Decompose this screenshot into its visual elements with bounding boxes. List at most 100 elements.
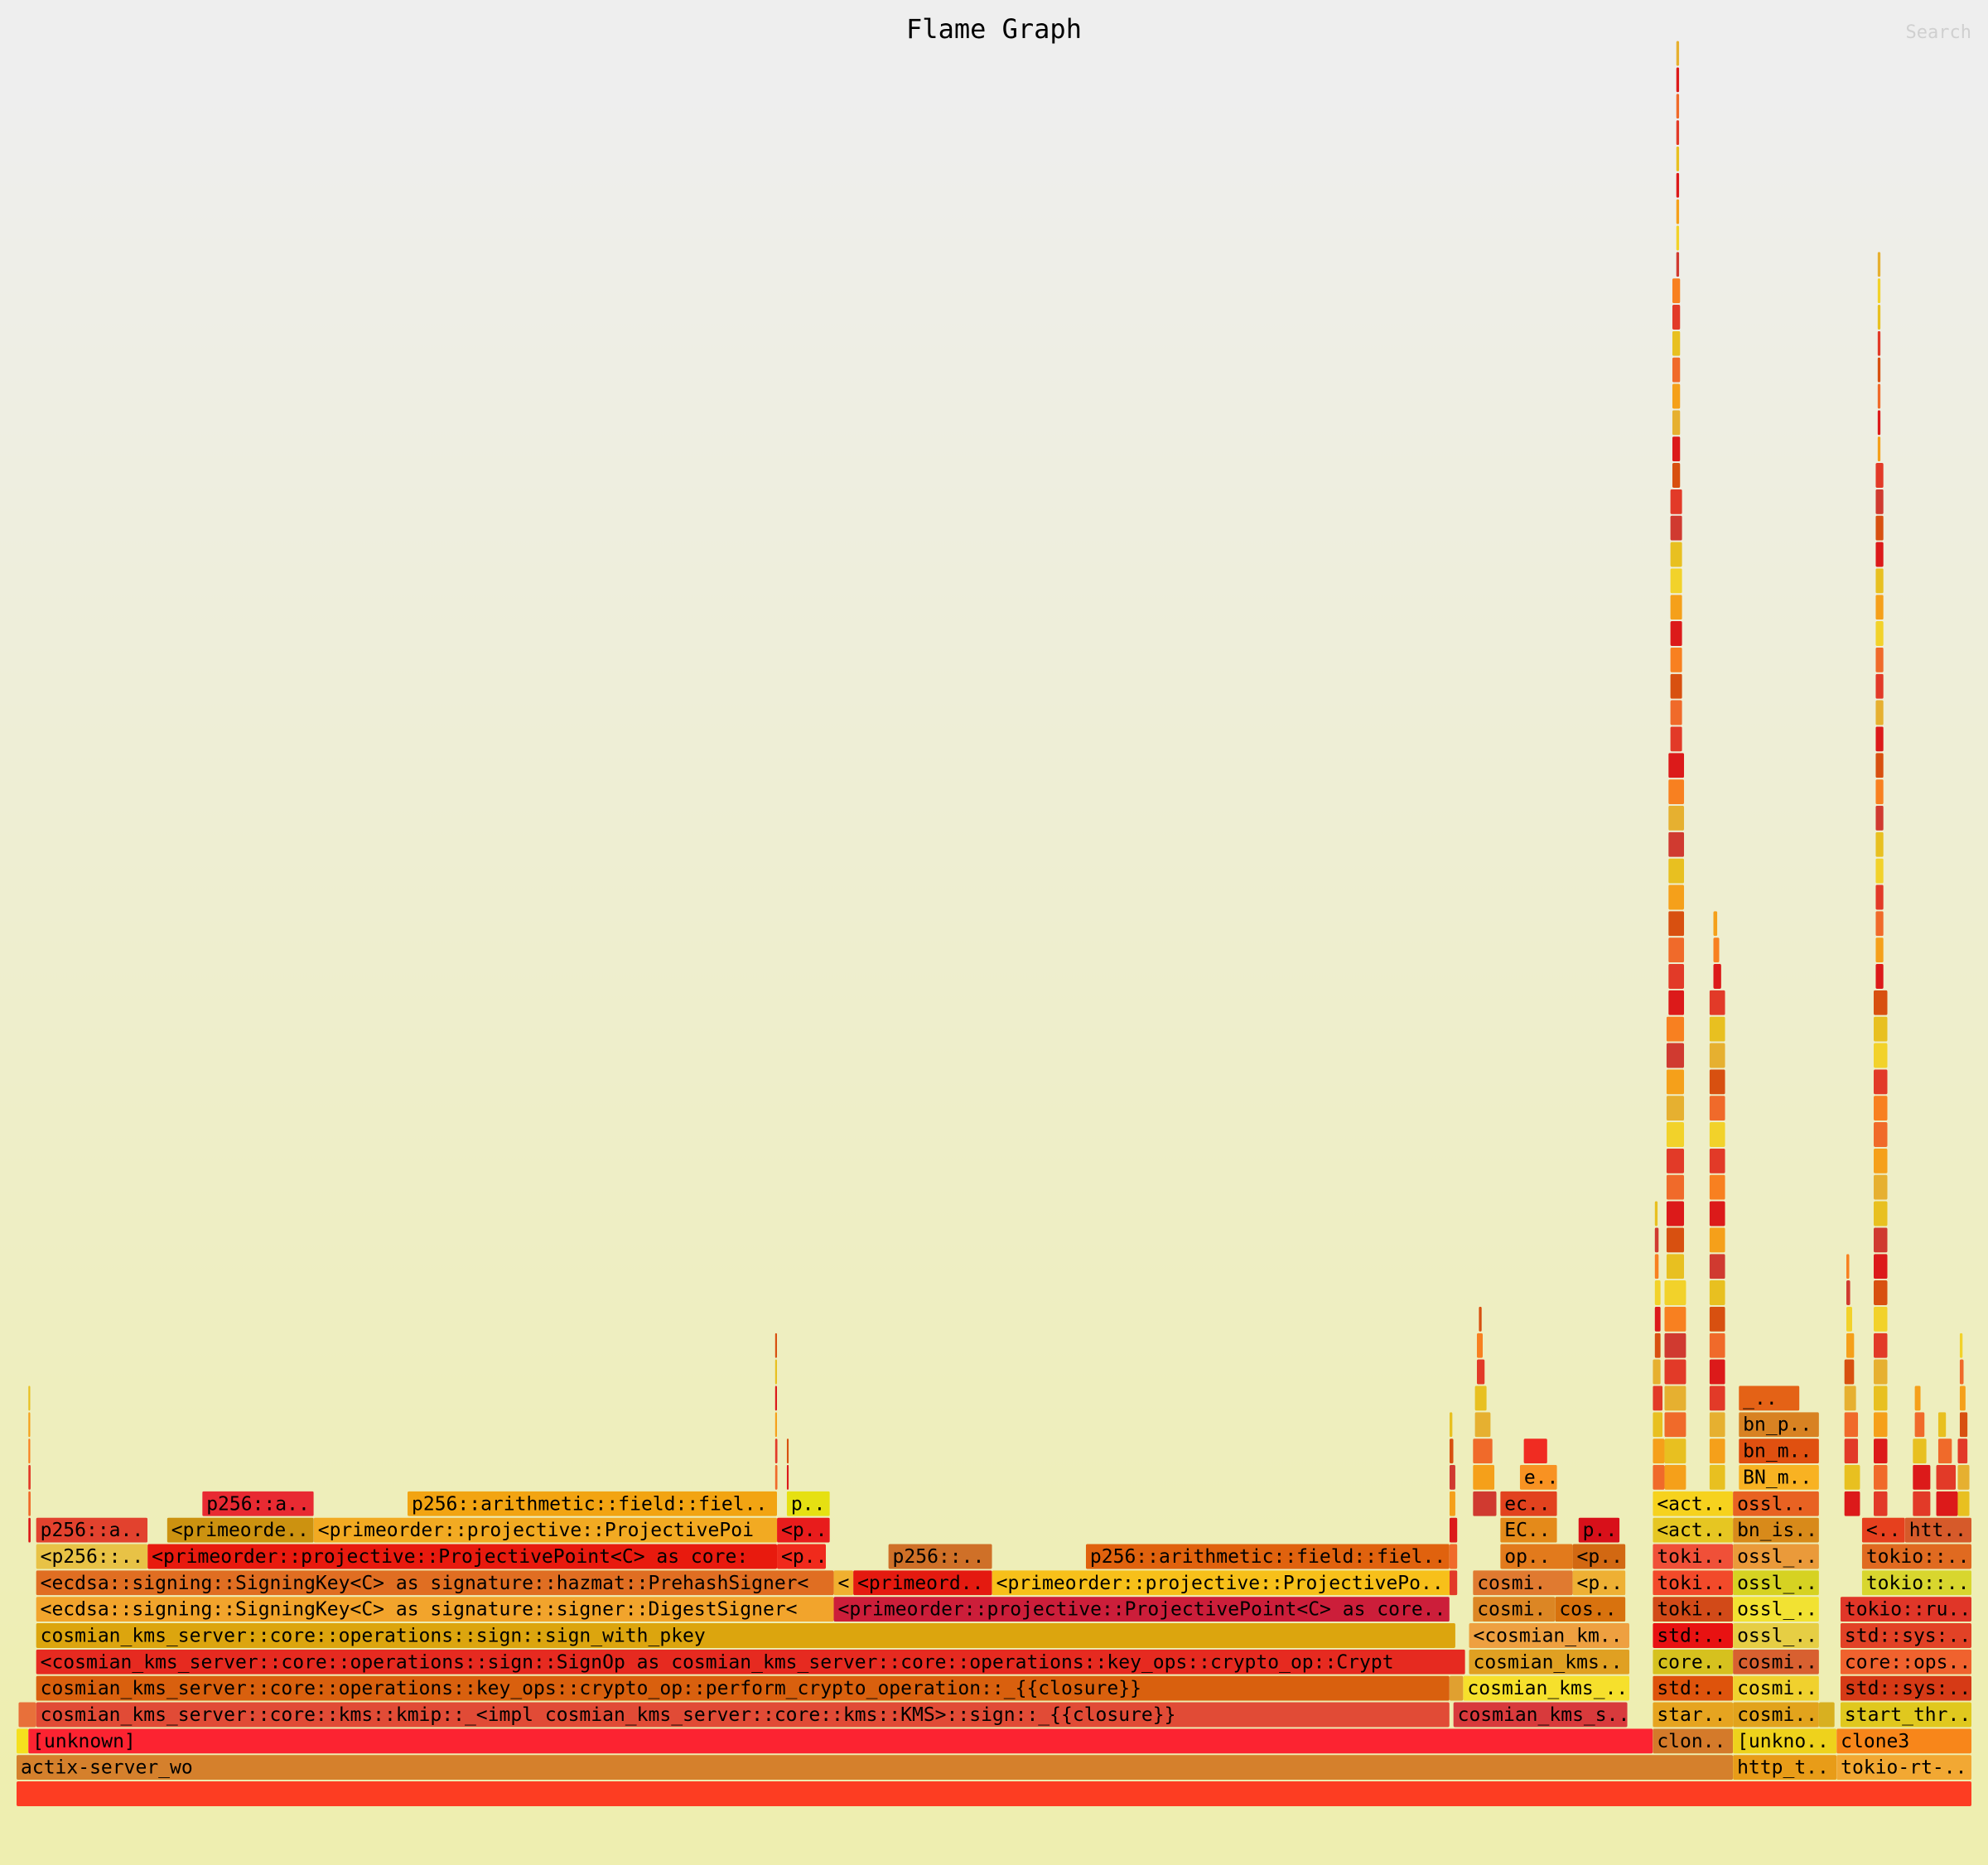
frame-label: p256::arithmetic::field::fiel..: [412, 1493, 767, 1515]
frame-label: op..: [1504, 1546, 1550, 1568]
frame-bar: [1672, 330, 1681, 356]
frame-bar: [28, 1491, 31, 1516]
frame-bar: [1654, 1332, 1661, 1358]
frame-label: tokio::..: [1866, 1573, 1970, 1594]
frame: [1666, 1016, 1685, 1042]
frame-bar: [1664, 1464, 1686, 1490]
frame: EC..: [1500, 1517, 1557, 1543]
frame-bar: [1676, 252, 1680, 277]
frame-label: p256::arithmetic::field::fiel..: [1090, 1546, 1445, 1568]
frame-bar: [1844, 1359, 1855, 1385]
frame-label: cosmi.: [1477, 1573, 1546, 1594]
frame-bar: [1733, 1491, 1819, 1516]
frame: [1709, 1122, 1725, 1147]
frame-bar: [774, 1439, 778, 1464]
frame: [1875, 937, 1884, 963]
frame: [1844, 1412, 1859, 1438]
frame-bar: [1670, 726, 1682, 752]
frame: [1874, 1148, 1888, 1173]
frame: [1709, 990, 1725, 1015]
frame: [1668, 779, 1685, 805]
frame-bar: [28, 1412, 31, 1438]
frame-bar: [1672, 436, 1681, 462]
frame-bar: [1937, 1439, 1952, 1464]
frame: [1666, 1254, 1685, 1279]
frame-bar: [28, 1464, 31, 1490]
frame: cosmian_kms_..: [1463, 1675, 1630, 1701]
frame: [774, 1359, 778, 1385]
frame-bar: [1844, 1385, 1856, 1411]
frame-bar: [1875, 542, 1884, 567]
frame-bar: [853, 1570, 992, 1596]
frame: ossl_..: [1733, 1570, 1819, 1596]
frame-bar: [1914, 1412, 1925, 1438]
frame-bar: [1875, 937, 1884, 963]
frame-label: std:..: [1657, 1678, 1725, 1699]
frame: [1877, 278, 1881, 304]
frame-bar: [1668, 884, 1685, 910]
frame-bar: [833, 1570, 854, 1596]
frame-bar: [1670, 673, 1682, 699]
frame-label: cosmian_kms_s..: [1458, 1704, 1630, 1726]
frame-label: <cosmian_kms_server::core::operations::s…: [41, 1651, 1394, 1673]
frame-bar: [1449, 1544, 1458, 1569]
frame-label: p..: [1583, 1520, 1618, 1541]
frame-label: <cosmian_km..: [1473, 1625, 1622, 1646]
frame-bar: [1668, 753, 1685, 778]
frame: [1709, 1016, 1725, 1042]
frame-label: clone3: [1841, 1731, 1909, 1752]
frame-bar: [1668, 779, 1685, 805]
frame-bar: [1572, 1570, 1626, 1596]
frame: [1449, 1570, 1458, 1596]
frame-bar: [1713, 963, 1721, 989]
frame-bar: [1709, 1122, 1725, 1147]
frame: [1666, 1201, 1685, 1226]
frame: [786, 1464, 789, 1490]
frame-label: <primeorder::projective::ProjectivePoi: [318, 1520, 754, 1541]
frame: ossl_..: [1733, 1622, 1819, 1648]
frame-label: <.: [837, 1573, 861, 1594]
frame: cosmi..: [1733, 1649, 1819, 1675]
frame-bar: [1672, 278, 1681, 304]
search-button[interactable]: Search: [1906, 22, 1971, 43]
frame: [1676, 252, 1680, 277]
frame-bar: [1875, 595, 1884, 620]
frame-label: ossl_..: [1737, 1599, 1817, 1621]
frame-bar: [1874, 1464, 1888, 1490]
frame: [1959, 1332, 1963, 1358]
frame-label: tokio::ru..: [1845, 1599, 1971, 1621]
frame-bar: [1664, 1439, 1686, 1464]
frame-bar: [1713, 937, 1720, 963]
frame: p..: [1578, 1517, 1620, 1543]
frame-label: tokio-rt-..: [1841, 1757, 1966, 1779]
frame: cosmian_kms..: [1469, 1649, 1629, 1675]
frame-bar: [1666, 1227, 1685, 1253]
frame: e..: [1519, 1464, 1557, 1490]
frame: [1709, 1043, 1725, 1068]
frame: [1449, 1464, 1455, 1490]
frame: [1846, 1280, 1850, 1306]
frame-bar: [1875, 831, 1884, 857]
frame: [1913, 1464, 1931, 1490]
frame: std:..: [1653, 1675, 1734, 1701]
frame-label: bn_p..: [1743, 1414, 1812, 1436]
frame: [1874, 1412, 1888, 1438]
frame-bar: [1739, 1464, 1819, 1490]
frame-bar: [1653, 1439, 1665, 1464]
frame-bar: [1676, 225, 1680, 251]
frame: [774, 1385, 778, 1411]
frame: [1672, 357, 1681, 383]
frame-bar: [786, 1491, 830, 1516]
frame-label: [unkno..: [1737, 1731, 1829, 1752]
frame-bar: [1836, 1728, 1971, 1754]
frame-bar: [774, 1464, 778, 1490]
frame: [1473, 1464, 1495, 1490]
frame-bar: [1709, 1227, 1725, 1253]
frame-label: <act..: [1657, 1520, 1725, 1541]
frame: [1672, 383, 1681, 409]
frame: [1844, 1359, 1855, 1385]
frame-label: cos..: [1559, 1599, 1616, 1621]
frame: std:..: [1653, 1622, 1734, 1648]
frame: [28, 1491, 31, 1516]
frame-bar: [1670, 647, 1682, 672]
